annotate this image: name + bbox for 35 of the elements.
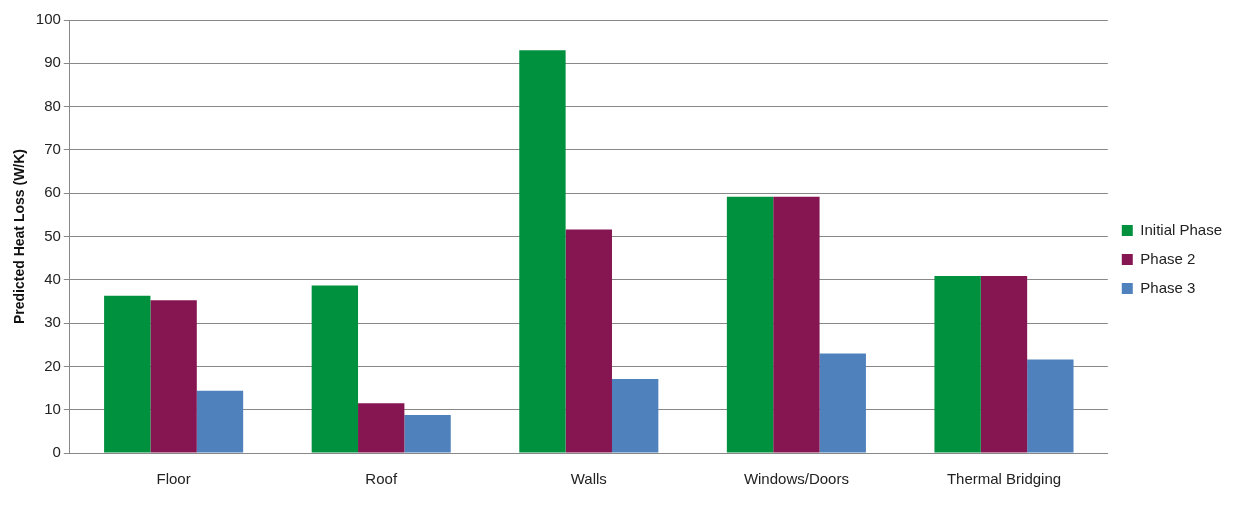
- y-tick-label: 50: [44, 226, 61, 244]
- y-axis-title: Predicted Heat Loss (W/K): [11, 148, 28, 325]
- bar: [1027, 359, 1074, 453]
- x-tick-label: Floor: [156, 470, 191, 488]
- x-tick-label: Windows/Doors: [743, 470, 849, 488]
- legend-label: Initial Phase: [1140, 220, 1222, 238]
- bar: [934, 275, 981, 453]
- y-tick-label: 90: [44, 53, 61, 71]
- bar: [726, 196, 774, 453]
- bar: [104, 295, 151, 453]
- x-tick-label: Thermal Bridging: [946, 470, 1062, 488]
- bar: [565, 229, 612, 453]
- legend-label: Phase 3: [1140, 278, 1196, 296]
- y-tick-label: 30: [44, 313, 61, 331]
- bar: [611, 378, 659, 453]
- y-tick-label: 60: [44, 183, 61, 201]
- bar: [773, 196, 820, 453]
- bar: [311, 285, 359, 453]
- y-tick-label: 70: [44, 140, 61, 158]
- bar: [358, 403, 405, 453]
- y-tick-label: 100: [35, 10, 61, 28]
- x-tick-label: Walls: [570, 470, 607, 488]
- x-tick-label: Roof: [365, 470, 398, 488]
- y-tick-label: 20: [44, 356, 61, 374]
- bar: [196, 390, 244, 453]
- bar: [519, 50, 566, 453]
- bar: [150, 300, 197, 453]
- bar: [819, 353, 866, 453]
- legend-label: Phase 2: [1140, 249, 1196, 267]
- bar: [404, 414, 451, 453]
- y-tick-label: 10: [44, 399, 61, 417]
- y-tick-label: 80: [44, 96, 61, 114]
- y-tick-label: 0: [52, 443, 61, 461]
- bar: [980, 275, 1028, 453]
- y-tick-label: 40: [44, 269, 61, 287]
